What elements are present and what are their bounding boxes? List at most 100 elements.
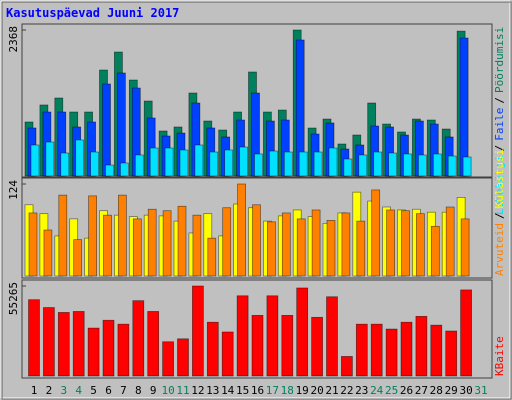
bar [269, 150, 278, 177]
x-tick-label: 9 [150, 384, 157, 397]
x-tick-label: 12 [191, 384, 204, 397]
x-tick-label: 18 [281, 384, 294, 397]
bar [75, 139, 85, 177]
bar [103, 214, 112, 277]
x-tick-label: 3 [60, 384, 67, 397]
legend-label: Külastusi [493, 149, 506, 209]
bar [134, 154, 144, 177]
x-tick-label: 23 [355, 384, 368, 397]
bar [356, 220, 366, 277]
bar [298, 151, 308, 177]
bar [430, 225, 440, 277]
x-tick-label: 29 [445, 384, 458, 397]
bar [147, 208, 157, 277]
bar [28, 212, 38, 277]
bar [179, 149, 189, 177]
bar [386, 209, 395, 277]
legend-label: / [493, 145, 506, 152]
bar [385, 328, 398, 377]
bar [460, 289, 472, 377]
bar [459, 37, 469, 177]
bar [313, 151, 323, 177]
bar [57, 312, 70, 377]
legend-label: Pöördumisi [493, 27, 506, 93]
bar [326, 296, 338, 377]
bar [358, 154, 368, 177]
x-tick-label: 4 [75, 384, 82, 397]
bar [209, 151, 219, 177]
x-tick-label: 5 [90, 384, 97, 397]
bar [311, 316, 323, 377]
bar [403, 153, 412, 177]
bar [252, 204, 261, 277]
bar [251, 314, 264, 377]
x-tick-label: 20 [310, 384, 323, 397]
bar [296, 218, 306, 277]
bar [221, 331, 234, 377]
bar [388, 152, 397, 177]
bar [237, 183, 246, 277]
x-tick-label: 14 [221, 384, 235, 397]
bar [326, 220, 336, 277]
bar [432, 153, 442, 177]
legend-label: / [493, 212, 506, 219]
bar [43, 229, 53, 277]
bar [430, 324, 443, 377]
bar [281, 212, 291, 277]
x-tick-label: 7 [120, 384, 127, 397]
bar [418, 154, 427, 177]
bar [254, 153, 263, 177]
bar [400, 321, 413, 377]
legend-label: Arvuteid [493, 223, 506, 276]
y-tick-label: 124 [7, 180, 20, 200]
legend-label: Lehekülgi [493, 155, 506, 215]
bar [120, 162, 129, 177]
bar [43, 307, 55, 377]
bar [177, 338, 189, 377]
bar [416, 213, 425, 277]
bar [311, 209, 321, 277]
bar [447, 155, 457, 177]
bar [192, 214, 202, 277]
x-tick-label: 11 [176, 384, 189, 397]
bar [370, 323, 383, 377]
y-tick-label: 2368 [7, 26, 20, 53]
x-tick-label: 21 [325, 384, 338, 397]
x-tick-label: 19 [296, 384, 309, 397]
bar [105, 164, 114, 177]
bar [30, 144, 40, 177]
bar [355, 323, 368, 377]
bar [283, 151, 293, 177]
bar [460, 218, 470, 277]
bar [102, 319, 115, 377]
x-tick-label: 30 [459, 384, 472, 397]
y-tick-label: 55265 [7, 282, 20, 315]
bar [132, 300, 145, 377]
x-tick-label: 27 [415, 384, 428, 397]
x-tick-label: 15 [236, 384, 249, 397]
chart-title: Kasutuspäevad Juuni 2017 [6, 6, 179, 20]
bar [177, 205, 187, 277]
bar [60, 152, 70, 177]
bar [90, 151, 99, 177]
x-tick-label: 17 [266, 384, 279, 397]
bar [192, 285, 204, 377]
bar [239, 146, 248, 177]
x-tick-label: 8 [135, 384, 142, 397]
x-tick-label: 25 [385, 384, 398, 397]
x-tick-label: 31 [474, 384, 487, 397]
bar [117, 323, 130, 377]
bar [118, 194, 127, 277]
bar [73, 239, 83, 277]
bar [281, 314, 294, 377]
bar [28, 299, 40, 377]
bar [58, 194, 68, 277]
x-tick-label: 1 [31, 384, 38, 397]
bar [149, 147, 159, 177]
x-tick-label: 22 [340, 384, 353, 397]
x-tick-label: 6 [105, 384, 112, 397]
